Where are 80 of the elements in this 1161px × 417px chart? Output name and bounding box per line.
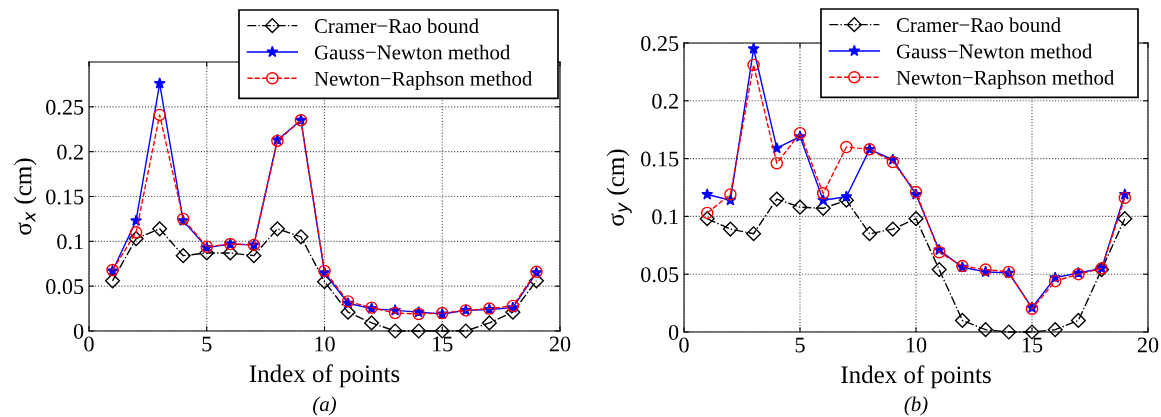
point xyxy=(458,323,474,339)
x-tick-label: 5 xyxy=(202,336,212,352)
point xyxy=(364,315,380,331)
y-tick-label: 0.25 xyxy=(641,35,679,52)
x-tick-label: 10 xyxy=(315,336,335,352)
point xyxy=(153,77,166,89)
y-tick-label: 0 xyxy=(73,323,84,339)
point xyxy=(840,190,853,202)
point xyxy=(722,221,738,237)
x-axis-title: Index of points xyxy=(841,365,991,389)
point xyxy=(746,226,762,242)
x-tick-label: 20 xyxy=(549,336,571,352)
point xyxy=(316,274,333,290)
point xyxy=(1118,191,1132,205)
point xyxy=(908,211,924,227)
y-axis-title: σ$_{x}$ (cm) xyxy=(13,158,37,235)
legend-label: Gauss−Newton method xyxy=(314,44,511,60)
y-tick-label: 0 xyxy=(668,324,679,340)
y-tick-label: 0.1 xyxy=(57,234,83,250)
point xyxy=(388,306,402,320)
point xyxy=(1001,324,1017,340)
point xyxy=(699,211,715,227)
point xyxy=(128,231,144,247)
point xyxy=(387,323,403,339)
x-tick-label: 15 xyxy=(433,336,453,352)
legend-label: Cramer−Rao bound xyxy=(314,18,479,34)
y-axis-title: σ$_{y}$ (cm) xyxy=(606,149,632,226)
point xyxy=(954,312,970,329)
point xyxy=(700,206,714,220)
point xyxy=(886,155,900,169)
legend-label: Cramer−Rao bound xyxy=(896,17,1061,33)
point xyxy=(1070,312,1086,329)
point xyxy=(340,304,356,320)
point xyxy=(269,221,285,237)
point xyxy=(862,226,878,242)
point xyxy=(1117,211,1133,227)
point xyxy=(481,315,497,331)
y-tick-label: 0.2 xyxy=(57,144,83,160)
point xyxy=(411,323,427,339)
y-tick-label: 0.15 xyxy=(641,151,679,167)
point xyxy=(175,248,191,264)
point xyxy=(840,140,853,154)
y-tick-label: 0.2 xyxy=(652,93,678,109)
point xyxy=(978,322,994,338)
text: (b) xyxy=(904,396,928,416)
y-tick-label: 0.15 xyxy=(46,189,84,205)
point xyxy=(1047,322,1063,338)
point xyxy=(747,42,760,54)
x-tick-label: 5 xyxy=(795,337,805,353)
point xyxy=(724,188,737,201)
point xyxy=(104,273,121,289)
point xyxy=(816,187,830,200)
x-tick-label: 0 xyxy=(84,336,94,352)
x-tick-label: 20 xyxy=(1137,337,1159,353)
point xyxy=(152,221,168,237)
point xyxy=(701,188,714,200)
y-tick-label: 0.25 xyxy=(46,99,84,115)
x-axis-title: Index of points xyxy=(249,364,400,388)
point xyxy=(129,226,143,239)
point xyxy=(747,58,760,72)
point xyxy=(246,248,262,264)
legend-label: Newton−Raphson method xyxy=(896,70,1115,89)
text: (a) xyxy=(313,396,336,416)
legend-label: Newton−Raphson method xyxy=(314,71,533,90)
point xyxy=(769,191,785,207)
legend-label: Gauss−Newton method xyxy=(896,43,1093,59)
y-tick-label: 0.05 xyxy=(641,267,679,283)
point xyxy=(931,262,947,278)
point xyxy=(293,229,309,245)
x-tick-label: 0 xyxy=(679,337,689,353)
point xyxy=(885,221,901,237)
point xyxy=(153,108,166,122)
x-tick-label: 15 xyxy=(1022,337,1043,353)
point xyxy=(1048,274,1062,288)
x-tick-label: 10 xyxy=(906,337,927,353)
y-tick-label: 0.05 xyxy=(46,279,84,295)
point xyxy=(770,156,784,170)
point xyxy=(792,199,808,215)
y-tick-label: 0.1 xyxy=(652,209,678,225)
point xyxy=(793,126,807,140)
